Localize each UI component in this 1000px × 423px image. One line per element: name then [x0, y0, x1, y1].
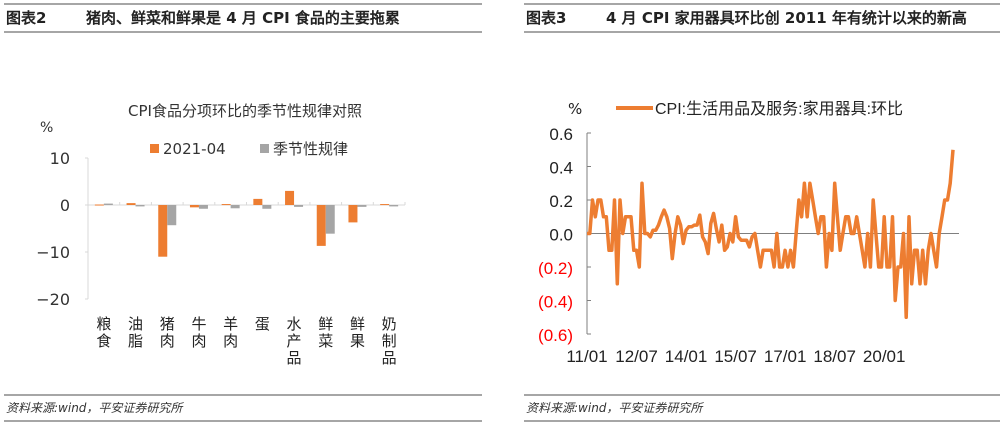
bar — [94, 204, 104, 206]
figure-2-title: 猪肉、鲜菜和鲜果是 4 月 CPI 食品的主要拖累 — [86, 9, 400, 27]
x-category-label: 鲜 — [350, 315, 365, 333]
bar — [348, 205, 358, 223]
figure-3-label: 图表3 — [526, 9, 567, 27]
x-category-label: 鲜 — [318, 315, 333, 333]
y-tick-label: (0.4) — [538, 293, 573, 312]
figure-2-header: 图表2 猪肉、鲜菜和鲜果是 4 月 CPI 食品的主要拖累 — [4, 3, 482, 33]
x-category-label: 油 — [128, 315, 143, 333]
bar — [294, 205, 304, 207]
y-unit-label: % — [40, 120, 53, 136]
figure-3-source: 资料来源:wind，平安证券研究所 — [524, 394, 1000, 422]
y-tick-label: −10 — [36, 243, 70, 262]
bar — [262, 205, 272, 209]
x-category-label: 奶 — [382, 315, 397, 333]
figure-2-panel: 图表2 猪肉、鲜菜和鲜果是 4 月 CPI 食品的主要拖累 CPI食品分项环比的… — [0, 0, 482, 423]
figure-2-source: 资料来源:wind，平安证券研究所 — [4, 394, 482, 422]
bar — [357, 205, 367, 207]
x-tick-label: 11/01 — [566, 347, 607, 366]
x-category-label: 制 — [382, 332, 397, 350]
x-category-label: 果 — [350, 332, 365, 350]
bar — [198, 205, 208, 209]
bar — [135, 205, 145, 207]
x-tick-label: 17/01 — [764, 347, 807, 366]
y-tick-label: (0.6) — [538, 326, 573, 345]
figure-3-title: 4 月 CPI 家用器具环比创 2011 年有统计以来的新高 — [606, 9, 967, 27]
x-category-label: 食 — [96, 332, 111, 350]
x-tick-label: 20/01 — [863, 347, 906, 366]
bar — [285, 190, 295, 205]
x-tick-label: 18/07 — [813, 347, 856, 366]
source-text: 资料来源:wind，平安证券研究所 — [6, 401, 183, 415]
bar — [230, 205, 240, 209]
legend-label: CPI:生活用品及服务:家用器具:环比 — [655, 100, 903, 118]
y-tick-label: 0 — [60, 196, 70, 215]
bar — [221, 204, 231, 206]
bar — [325, 205, 335, 234]
figure-2-label: 图表2 — [6, 9, 47, 27]
y-tick-label: 0.0 — [549, 226, 573, 245]
bar — [316, 205, 326, 246]
x-category-label: 品 — [382, 349, 397, 367]
y-tick-label: 0.4 — [549, 159, 573, 178]
x-category-label: 猪 — [160, 315, 175, 333]
x-category-label: 肉 — [223, 332, 238, 350]
x-category-label: 粮 — [96, 315, 111, 333]
source-text: 资料来源:wind，平安证券研究所 — [526, 401, 703, 415]
legend-swatch — [260, 144, 269, 153]
bar — [380, 204, 390, 206]
figure-3-header: 图表3 4 月 CPI 家用器具环比创 2011 年有统计以来的新高 — [524, 3, 1000, 33]
y-tick-label: 10 — [50, 149, 70, 168]
x-category-label: 水 — [287, 315, 302, 333]
bar — [126, 203, 136, 205]
bar — [189, 205, 199, 208]
bar — [167, 205, 177, 226]
line-chart: % CPI:生活用品及服务:家用器具:环比 0.6 0.4 0.2 0.0 (0.2) (0.… — [538, 100, 959, 366]
x-category-label: 脂 — [128, 332, 143, 350]
y-tick-label: −20 — [36, 290, 70, 309]
x-category-label: 蛋 — [255, 315, 270, 333]
bar — [389, 205, 399, 207]
chart-title: CPI食品分项环比的季节性规律对照 — [128, 102, 362, 120]
y-unit-label: % — [568, 100, 582, 118]
y-tick-label: (0.2) — [538, 259, 573, 278]
bar-chart: CPI食品分项环比的季节性规律对照% 2021-04 季节性规律 10 0 −10 −20 粮… — [36, 102, 406, 367]
x-tick-label: 12/07 — [615, 347, 658, 366]
legend-label: 2021-04 — [163, 140, 226, 158]
x-tick-label: 14/01 — [665, 347, 708, 366]
data-line — [587, 149, 955, 320]
x-category-label: 肉 — [191, 332, 206, 350]
bar — [158, 205, 168, 257]
y-tick-label: 0.6 — [549, 125, 573, 144]
x-category-label: 品 — [287, 349, 302, 367]
y-tick-label: 0.2 — [549, 192, 573, 211]
bar — [253, 198, 263, 205]
legend-swatch — [150, 144, 159, 153]
bar — [103, 203, 113, 205]
legend-label: 季节性规律 — [273, 140, 348, 158]
x-category-label: 肉 — [160, 332, 175, 350]
x-category-label: 羊 — [223, 315, 238, 333]
figure-3-panel: 图表3 4 月 CPI 家用器具环比创 2011 年有统计以来的新高 % CPI:… — [520, 0, 1000, 423]
x-tick-label: 15/07 — [714, 347, 757, 366]
x-category-label: 牛 — [191, 315, 206, 333]
x-category-label: 产 — [287, 332, 302, 350]
x-category-label: 菜 — [318, 332, 333, 350]
